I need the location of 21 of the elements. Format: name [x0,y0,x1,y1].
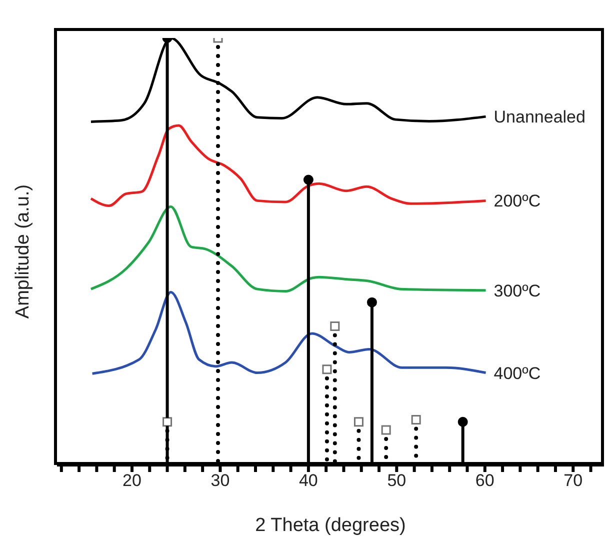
x-tick-label: 60 [475,471,494,490]
point [381,425,391,435]
x-tick-label: 30 [210,471,230,490]
point [411,414,421,424]
point [354,417,364,427]
point [458,416,468,427]
point [303,174,314,185]
point [330,321,340,331]
x-tick-label: 70 [564,471,583,490]
x-tick-label: 50 [387,471,406,490]
x-tick-label: 40 [298,471,318,490]
x-axis-title: 2 Theta (degrees) [255,515,406,536]
point [162,417,172,427]
series-label: Unannealed [494,108,586,127]
series-label: 300ºC [494,281,541,300]
point [322,364,332,374]
point [366,297,377,308]
y-axis-title: Amplitude (a.u.) [12,184,34,319]
series-label: 400ºC [494,364,541,383]
series-label: 200ºC [494,192,541,211]
x-tick-label: 20 [122,471,142,490]
